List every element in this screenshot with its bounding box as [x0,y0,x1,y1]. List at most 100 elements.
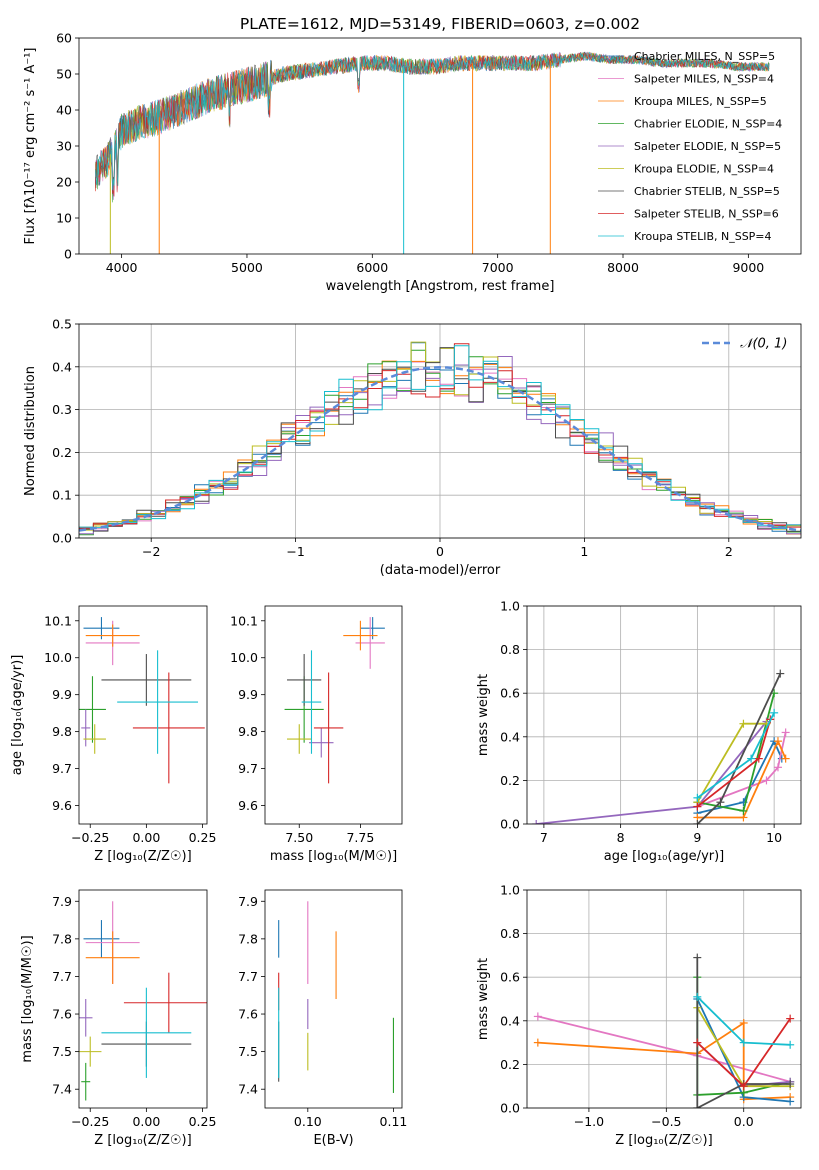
axes-frame [78,889,208,1109]
y-tick-label: 7.5 [238,1044,258,1059]
y-tick-label: 7.4 [52,1082,72,1097]
y-tick-label: 9.6 [52,798,72,813]
x-axis-label: wavelength [Angstrom, rest frame] [326,279,555,294]
x-tick-label: 5000 [231,260,263,275]
x-tick-label: 0.25 [189,830,217,845]
weight-lines [533,953,795,1108]
weight-line [697,738,787,819]
x-tick-label: 0 [436,544,444,559]
y-tick-label: 7.9 [238,894,258,909]
x-tick-label: −0.25 [71,830,109,845]
y-tick-label: 7.8 [52,931,72,946]
y-tick-label: 9.8 [238,724,258,739]
y-tick-label: 0.6 [500,686,520,701]
y-tick-label: 0.4 [500,1013,520,1028]
histogram-step [79,345,801,529]
y-tick-label: 0.0 [500,817,520,832]
y-tick-label: 60 [56,31,72,46]
y-tick-label: 40 [56,103,72,118]
y-tick-label: 0.1 [52,488,72,503]
x-tick-label: 10 [766,830,782,845]
x-tick-label: 1 [580,544,588,559]
x-tick-label: 0.0 [734,1114,754,1129]
y-tick-label: 7.6 [52,1007,72,1022]
errorbars [79,901,207,1101]
x-axis-label: Z [log₁₀(Z/Z☉)] [94,1133,191,1148]
y-tick-label: 10.0 [44,650,72,665]
y-tick-label: 9.9 [52,687,72,702]
x-tick-label: 7.75 [346,830,374,845]
weight-line [537,1015,791,1083]
y-tick-label: 7.4 [238,1082,258,1097]
legend-label: Chabrier STELIB, N_SSP=5 [634,185,780,198]
normal-curve [79,366,801,532]
y-tick-label: 7.9 [52,894,72,909]
axes-frame [78,37,802,255]
y-tick-label: 0.4 [52,359,72,374]
y-tick-label: 0.3 [52,402,72,417]
x-axis-label: mass [log₁₀(M/M☉)] [270,849,397,864]
x-axis-label: E(B-V) [313,1133,353,1148]
x-tick-label: −0.25 [71,1114,109,1129]
y-tick-label: 10.1 [230,613,258,628]
x-tick-label: −2 [142,544,160,559]
legend-label: Kroupa STELIB, N_SSP=4 [634,230,772,243]
y-axis-label: mass weight [476,958,491,1040]
x-axis-label: (data-model)/error [380,563,501,578]
y-tick-label: 9.6 [238,798,258,813]
legend-label: Chabrier ELODIE, N_SSP=4 [634,118,782,131]
y-tick-label: 0.0 [500,1101,520,1116]
y-tick-label: 0.4 [500,729,520,744]
legend-label: 𝒩(0, 1) [740,337,787,352]
y-tick-label: 30 [56,139,72,154]
x-tick-label: 0.11 [380,1114,408,1129]
x-tick-label: 0.25 [189,1114,217,1129]
axes-frame [526,605,802,825]
y-tick-label: 9.9 [238,687,258,702]
x-tick-label: 7 [540,830,548,845]
spectrum-line [95,51,770,190]
x-axis-label: Z [log₁₀(Z/Z☉)] [615,1133,712,1148]
y-tick-label: 1.0 [500,883,520,898]
x-axis-label: Z [log₁₀(Z/Z☉)] [94,849,191,864]
y-tick-label: 0.8 [500,926,520,941]
y-tick-label: 10.1 [44,613,72,628]
y-tick-label: 0.2 [52,445,72,460]
y-tick-label: 9.7 [238,761,258,776]
y-axis-label: age [log₁₀(age/yr)] [10,655,25,776]
axes-frame [78,605,208,825]
x-tick-label: 8 [617,830,625,845]
x-tick-label: 7.50 [285,830,313,845]
weight-line [537,1021,791,1101]
x-tick-label: 4000 [106,260,138,275]
x-tick-label: 2 [725,544,733,559]
y-tick-label: 7.8 [238,931,258,946]
x-tick-label: −1.0 [574,1114,604,1129]
y-axis-label: Normed distribution [23,366,38,496]
y-tick-label: 9.7 [52,761,72,776]
y-tick-label: 0.0 [52,531,72,546]
legend-label: Salpeter STELIB, N_SSP=6 [634,208,779,221]
y-tick-label: 1.0 [500,599,520,614]
x-tick-label: 9 [693,830,701,845]
axes-frame [78,323,802,539]
y-tick-label: 7.7 [238,969,258,984]
y-tick-label: 50 [56,67,72,82]
x-tick-label: −1 [286,544,304,559]
weight-line [697,739,783,814]
errorbars [79,617,205,784]
legend-label: Kroupa ELODIE, N_SSP=4 [634,163,774,176]
histogram-step [79,347,801,532]
y-tick-label: 0.6 [500,970,520,985]
y-tick-label: 10.0 [230,650,258,665]
y-tick-label: 10 [56,211,72,226]
errorbars [278,901,394,1093]
y-tick-label: 7.7 [52,969,72,984]
spectrum-lines [95,51,770,254]
x-tick-label: 7000 [482,260,514,275]
y-tick-label: 7.6 [238,1007,258,1022]
y-tick-label: 0.8 [500,642,520,657]
x-tick-label: 0.10 [294,1114,322,1129]
x-tick-label: 9000 [732,260,764,275]
